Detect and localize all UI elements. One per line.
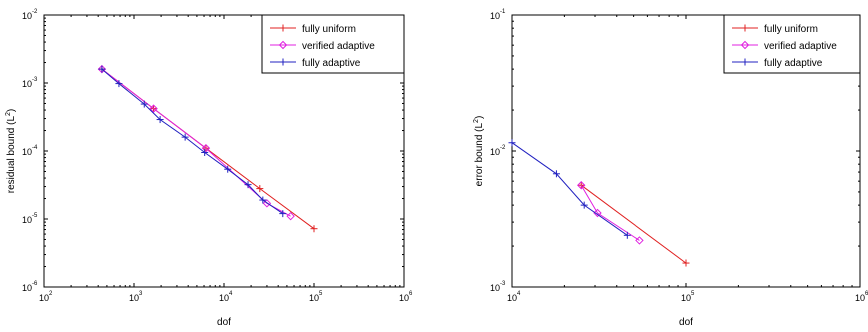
data-point: [140, 100, 148, 108]
y-tick-exponent: -3: [500, 281, 506, 287]
x-tick-exponent: 5: [691, 291, 695, 297]
y-tick-exponent: -3: [32, 77, 38, 83]
y-axis-label: error bound (L2): [473, 116, 485, 187]
data-point: [115, 80, 123, 88]
data-point: [635, 236, 644, 245]
x-axis-label: dof: [679, 317, 693, 328]
legend-swatch-marker: [278, 40, 288, 50]
legend: fully uniform verified adaptive fully adap…: [261, 14, 405, 74]
data-point: [256, 185, 264, 193]
x-tick-label: 10: [219, 293, 229, 303]
data-point: [508, 139, 516, 147]
x-axis-label: dof: [217, 317, 231, 328]
legend-entry: verified adaptive: [764, 41, 837, 52]
legend-entry: fully adaptive: [764, 58, 823, 69]
legend-swatch-marker: [279, 24, 287, 32]
legend-box: [261, 14, 405, 74]
y-tick-label: 10: [490, 147, 500, 157]
x-tick-label: 10: [39, 293, 49, 303]
legend-entry: fully adaptive: [302, 58, 361, 69]
y-tick-label: 10: [22, 11, 32, 21]
y-axis-label-superscript: 2: [5, 112, 12, 116]
data-point: [259, 196, 267, 204]
series-verified-adaptive: [97, 64, 295, 221]
legend-swatch-marker: [740, 40, 750, 50]
data-point: [310, 225, 318, 233]
chart-1: 10 2 10 3 10 4 10 5 10 610 -610 -510 -410 -310 -2dofre…: [5, 9, 413, 328]
data-point: [279, 210, 287, 218]
series-line: [101, 68, 291, 217]
series-line: [511, 142, 628, 236]
x-tick-label: 10: [855, 293, 865, 303]
legend-entry: verified adaptive: [302, 41, 375, 52]
y-tick-exponent: -6: [32, 281, 38, 287]
x-tick-exponent: 6: [409, 291, 413, 297]
y-tick-label: 10: [22, 79, 32, 89]
data-point: [623, 231, 631, 239]
data-point: [201, 143, 211, 153]
series-line: [580, 184, 640, 241]
series-fully-uniform: [577, 181, 690, 267]
legend-swatch-marker: [741, 24, 749, 32]
data-point: [201, 149, 209, 157]
y-tick-exponent: -2: [500, 145, 506, 151]
x-tick-exponent: 3: [139, 291, 143, 297]
x-tick-exponent: 5: [319, 291, 323, 297]
y-tick-label: 10: [22, 147, 32, 157]
data-point: [262, 199, 272, 208]
y-tick-label: 10: [490, 283, 500, 293]
y-axis-label-main: residual bound (L: [6, 116, 17, 194]
data-point: [156, 116, 164, 124]
data-point: [286, 211, 295, 221]
data-point: [244, 181, 252, 189]
legend: fully uniform verified adaptive fully adap…: [723, 14, 861, 74]
y-axis-label-superscript: 2: [473, 119, 480, 123]
y-tick-label: 10: [22, 215, 32, 225]
x-tick-label: 10: [309, 293, 319, 303]
legend-swatch-marker: [279, 58, 287, 66]
legend-box: [723, 14, 861, 74]
data-point: [593, 208, 602, 218]
series-fully-adaptive: [508, 139, 631, 239]
legend-swatch-marker: [741, 58, 749, 66]
series-line: [580, 184, 687, 264]
x-tick-label: 10: [129, 293, 139, 303]
x-tick-label: 10: [681, 293, 691, 303]
data-point: [181, 133, 189, 141]
series-line: [101, 68, 284, 215]
y-axis-label-suffix: ): [474, 116, 485, 119]
y-tick-label: 10: [22, 283, 32, 293]
data-point: [580, 201, 588, 209]
x-tick-exponent: 6: [865, 291, 868, 297]
y-axis-label-suffix: ): [6, 109, 17, 112]
x-tick-label: 10: [399, 293, 409, 303]
data-point: [98, 65, 106, 73]
data-point: [552, 170, 560, 178]
x-tick-label: 10: [507, 293, 517, 303]
legend-entry: fully uniform: [302, 24, 356, 35]
y-tick-exponent: -4: [32, 145, 38, 151]
data-point: [682, 259, 690, 267]
y-tick-exponent: -2: [32, 9, 38, 15]
legend-entry: fully uniform: [764, 24, 818, 35]
y-tick-exponent: -5: [32, 213, 38, 219]
series-fully-adaptive: [98, 65, 287, 218]
data-point: [224, 165, 232, 173]
y-tick-label: 10: [490, 11, 500, 21]
x-tick-exponent: 4: [229, 291, 233, 297]
x-tick-exponent: 4: [517, 291, 521, 297]
data-point: [577, 181, 586, 190]
series-fully-uniform: [98, 65, 318, 233]
y-axis-label-main: error bound (L: [474, 123, 485, 187]
y-tick-exponent: -1: [500, 9, 506, 15]
data-point: [149, 104, 158, 113]
y-axis-label: residual bound (L2): [5, 109, 17, 194]
x-tick-exponent: 2: [49, 291, 53, 297]
series-verified-adaptive: [577, 181, 644, 245]
